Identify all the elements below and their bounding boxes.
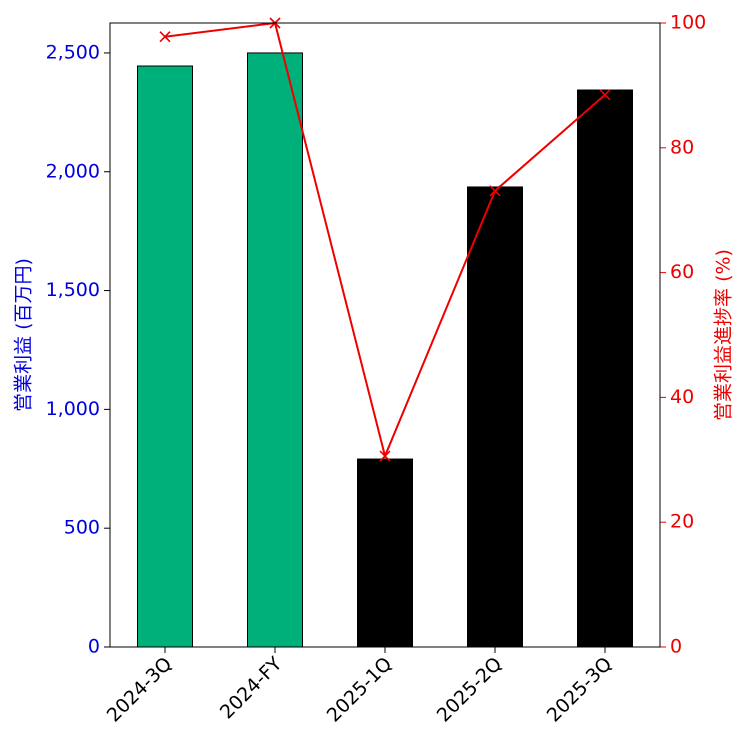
marker: [599, 89, 611, 101]
y-tick-label: 500: [64, 517, 100, 539]
marker: [159, 31, 171, 43]
line: [164, 21, 606, 460]
y2-axis-label: 営業利益進捗率 (%): [713, 249, 735, 421]
bar: [577, 89, 633, 648]
y2-tick-label: 20: [670, 511, 694, 533]
bar: [137, 65, 193, 648]
y-tick-label: 1,000: [46, 398, 100, 420]
y2-tick-label: 60: [670, 261, 694, 283]
y-tick-label: 2,000: [46, 160, 100, 182]
x-tick-label: 2024-3Q: [103, 653, 177, 727]
x-tick-label: 2025-1Q: [323, 653, 397, 727]
x-tick-label: 2024-FY: [216, 653, 287, 724]
y2-tick-label: 100: [670, 12, 706, 34]
marker: [489, 185, 501, 197]
y2-tick-label: 0: [670, 636, 682, 658]
y2-tick-label: 80: [670, 136, 694, 158]
bar: [247, 52, 303, 648]
y-axis-label: 営業利益 (百万円): [13, 258, 35, 412]
y-tick-label: 0: [88, 636, 100, 658]
x-tick-label: 2025-3Q: [543, 653, 617, 727]
bar: [467, 186, 523, 648]
marker: [379, 450, 391, 462]
bar: [357, 458, 413, 648]
x-tick-label: 2025-2Q: [433, 653, 507, 727]
y-tick-label: 2,500: [46, 41, 100, 63]
plot-frame: [109, 22, 661, 648]
y-tick-label: 1,500: [46, 279, 100, 301]
y2-tick-label: 40: [670, 386, 694, 408]
